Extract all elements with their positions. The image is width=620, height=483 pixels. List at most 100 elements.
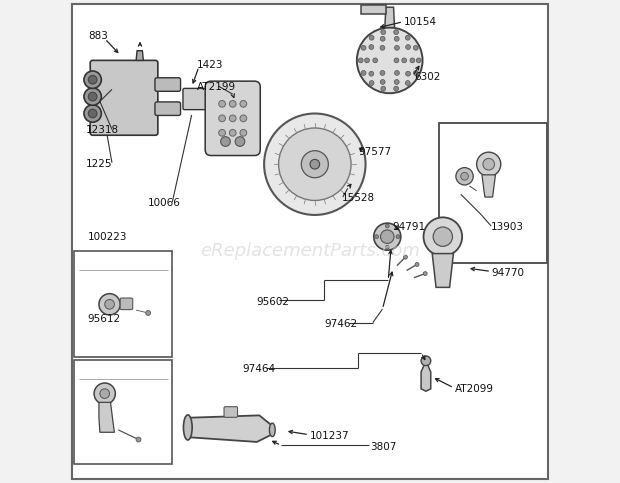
Circle shape [381,230,394,243]
Text: AT2199: AT2199 [197,82,236,92]
Circle shape [386,245,389,249]
Polygon shape [361,5,386,14]
Circle shape [357,28,423,93]
Circle shape [421,356,431,366]
Circle shape [405,44,410,49]
Circle shape [386,224,389,228]
Text: 97462: 97462 [324,319,358,328]
Text: 10066: 10066 [148,198,181,208]
Circle shape [219,100,226,107]
Polygon shape [187,415,272,442]
Text: eReplacementParts.com: eReplacementParts.com [200,242,420,260]
Circle shape [477,152,501,176]
FancyBboxPatch shape [120,298,133,310]
Circle shape [456,168,473,185]
Circle shape [240,100,247,107]
Text: 95602: 95602 [257,297,290,307]
Polygon shape [482,175,495,197]
Circle shape [394,36,399,41]
Text: 6302: 6302 [414,72,440,82]
Circle shape [380,45,385,50]
Bar [74,251,172,357]
Circle shape [370,35,374,40]
Circle shape [278,128,351,200]
Polygon shape [421,361,431,391]
Circle shape [416,58,421,63]
Circle shape [369,44,374,49]
Circle shape [99,294,120,315]
Polygon shape [385,7,394,28]
Circle shape [405,35,410,40]
Circle shape [380,36,385,41]
Text: 97577: 97577 [358,147,391,157]
Circle shape [423,271,427,275]
Circle shape [380,71,385,75]
Circle shape [301,151,329,178]
Text: 95612: 95612 [88,314,121,324]
Text: 3807: 3807 [370,442,397,452]
Text: 1225: 1225 [86,159,112,169]
Circle shape [380,80,385,85]
Circle shape [414,45,418,50]
Text: 883: 883 [88,31,108,41]
Circle shape [369,71,374,76]
Circle shape [394,71,399,75]
Circle shape [394,45,399,50]
FancyBboxPatch shape [91,60,158,135]
Circle shape [415,263,419,267]
Circle shape [229,100,236,107]
Circle shape [310,159,320,169]
Circle shape [88,92,97,101]
Circle shape [374,223,401,250]
Text: 101237: 101237 [310,431,350,441]
Circle shape [84,71,101,88]
Polygon shape [99,402,114,432]
Circle shape [396,235,400,239]
Circle shape [361,45,366,50]
Bar [74,360,172,464]
Circle shape [94,383,115,404]
Circle shape [365,58,370,63]
FancyBboxPatch shape [210,90,227,108]
Circle shape [381,86,386,91]
Circle shape [410,58,415,63]
Ellipse shape [184,415,192,440]
FancyBboxPatch shape [224,407,237,417]
Text: 15528: 15528 [342,193,374,203]
Text: AT2099: AT2099 [455,384,494,394]
Circle shape [394,80,399,85]
Circle shape [100,389,110,398]
Circle shape [105,299,114,309]
Circle shape [394,30,399,35]
Circle shape [88,75,97,84]
FancyBboxPatch shape [224,92,239,106]
Bar [440,123,547,263]
FancyBboxPatch shape [183,88,213,110]
Circle shape [414,71,418,75]
Circle shape [240,115,247,122]
Circle shape [370,81,374,85]
Text: 12318: 12318 [86,126,118,135]
Text: 1423: 1423 [197,60,223,70]
Text: 94770: 94770 [491,268,524,278]
Circle shape [361,71,366,75]
Circle shape [394,58,399,63]
Circle shape [405,81,410,85]
Circle shape [84,105,101,122]
Circle shape [84,88,101,105]
Circle shape [394,86,399,91]
Circle shape [404,255,407,259]
Text: 100223: 100223 [88,232,127,242]
Text: 97464: 97464 [242,365,275,374]
Circle shape [136,437,141,442]
Circle shape [433,227,453,246]
Text: 13903: 13903 [491,222,524,232]
Circle shape [229,115,236,122]
Circle shape [423,217,462,256]
Circle shape [219,129,226,136]
FancyBboxPatch shape [155,102,180,115]
Circle shape [405,71,410,76]
Circle shape [381,30,386,35]
Circle shape [374,235,379,239]
Circle shape [221,137,230,146]
